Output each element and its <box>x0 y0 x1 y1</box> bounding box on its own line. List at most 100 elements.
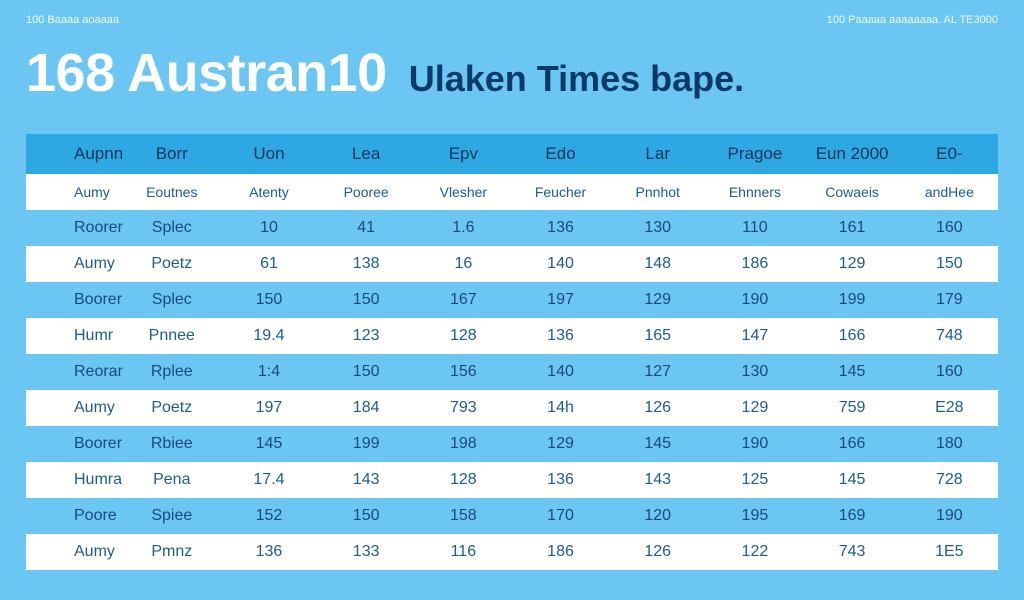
table-cell: 140 <box>547 255 574 272</box>
table-row: Aumy Poetz 197 184 793 14h 126 129 759 E28 <box>26 390 998 426</box>
table-cell: 166 <box>838 327 866 344</box>
table-cell: 136 <box>547 471 574 488</box>
column-header: Borr <box>155 144 188 163</box>
table-cell: 198 <box>449 435 477 452</box>
table-cell: 136 <box>547 219 574 236</box>
table-cell: 129 <box>838 255 866 272</box>
header-row: Aupnn Borr Uon Lea Epv Edo Lar Pragoe Eun 2000 E0… <box>26 134 998 174</box>
table-cell: 128 <box>449 327 477 344</box>
table-cell: 190 <box>741 291 769 308</box>
table-cell: 125 <box>741 471 769 488</box>
table-cell: Splec <box>151 219 192 236</box>
table-cell: 743 <box>838 543 866 560</box>
table-row: Aumy Poetz 61 138 16 140 148 186 129 150 <box>26 246 998 282</box>
table-cell: 133 <box>352 543 380 560</box>
table-cell: Pnnee <box>148 327 195 344</box>
table-cell: 166 <box>838 435 866 452</box>
column-header: Edo <box>545 144 576 163</box>
table-row: Roorer Splec 10 41 1.6 136 130 110 161 160 <box>26 210 998 246</box>
table-cell: Splec <box>151 291 192 308</box>
table-cell: 197 <box>255 399 283 416</box>
table-cell: 122 <box>741 543 769 560</box>
column-header: Uon <box>253 144 285 163</box>
table-cell: 19.4 <box>253 327 285 344</box>
data-table: Aupnn Borr Uon Lea Epv Edo Lar Pragoe Eun 2000 E0… <box>26 134 998 570</box>
table-cell: 161 <box>838 219 866 236</box>
table-cell: Humra <box>74 471 123 488</box>
table-cell: 197 <box>547 291 574 308</box>
table-cell: andHee <box>924 184 974 200</box>
table-cell: 143 <box>644 471 672 488</box>
table-cell: 759 <box>838 399 866 416</box>
table-cell: Poore <box>74 507 117 524</box>
table-cell: 150 <box>352 507 380 524</box>
table-cell: 17.4 <box>253 471 285 488</box>
table-cell: 179 <box>935 291 963 308</box>
table-body: Aumy Eoutnes Atenty Pooree Vlesher Feucher Pnn… <box>26 174 998 570</box>
table-row: Reoran Rplee 1:4 150 156 140 127 130 145 160 <box>26 354 998 390</box>
table-cell: 728 <box>935 471 963 488</box>
table-cell: 150 <box>352 291 380 308</box>
table-row: Boorer Rbiee 145 199 198 129 145 190 166 180 <box>26 426 998 462</box>
table-cell: 61 <box>260 255 278 272</box>
column-header: Aupnn <box>74 144 124 163</box>
table-cell: 116 <box>450 543 477 560</box>
table-cell: Pena <box>153 471 191 488</box>
table-row: Humr Pnnee 19.4 123 128 136 165 147 166 748 <box>26 318 998 354</box>
table-cell: 136 <box>255 543 283 560</box>
table-cell: 160 <box>935 363 963 380</box>
table-cell: 150 <box>352 363 380 380</box>
table-cell: Humr <box>74 327 114 344</box>
data-table-container: Aupnn Borr Uon Lea Epv Edo Lar Pragoe Eun 2000 E0… <box>26 134 998 570</box>
table-cell: 123 <box>352 327 380 344</box>
table-cell: 147 <box>741 327 769 344</box>
table-cell: 145 <box>255 435 283 452</box>
table-cell: 186 <box>741 255 769 272</box>
table-cell: 129 <box>547 435 574 452</box>
table-row: Boorer Splec 150 150 167 197 129 190 199 179 <box>26 282 998 318</box>
table-cell: 184 <box>352 399 380 416</box>
table-cell: Pmnz <box>151 543 193 560</box>
table-cell: 129 <box>644 291 672 308</box>
table-cell: 110 <box>742 219 768 236</box>
table-cell: 145 <box>838 471 866 488</box>
table-cell: Aumy <box>74 184 110 200</box>
table-cell: 748 <box>935 327 963 344</box>
table-cell: 199 <box>352 435 380 452</box>
table-cell: 190 <box>935 507 963 524</box>
table-cell: 140 <box>547 363 574 380</box>
table-cell: 1:4 <box>257 363 281 380</box>
table-cell: 150 <box>255 291 283 308</box>
page-subtitle: Ulaken Times bape. <box>408 58 745 99</box>
table-row: Aumy Pmnz 136 133 116 186 126 122 743 1E5 <box>26 534 998 570</box>
table-cell: 145 <box>838 363 866 380</box>
table-cell: E28 <box>935 399 964 416</box>
table-cell: 165 <box>644 327 672 344</box>
column-header: Pragoe <box>727 144 783 163</box>
table-row: Poore Spiee 152 150 158 170 120 195 169 190 <box>26 498 998 534</box>
table-cell: 128 <box>449 471 477 488</box>
table-header: Aupnn Borr Uon Lea Epv Edo Lar Pragoe Eun 2000 E0… <box>26 134 998 174</box>
table-cell: 127 <box>644 363 672 380</box>
table-cell: 16 <box>454 255 473 272</box>
table-cell: 126 <box>644 399 672 416</box>
table-cell: 41 <box>357 219 376 236</box>
top-meta-bar: 100 Baaaa aoaaaa 100 Paaaaa aaaaaaaa. AL… <box>26 14 998 26</box>
title-row: 168 Austran10 Ulaken Times bape. <box>26 42 998 104</box>
column-header: Epv <box>448 144 478 163</box>
table-cell: 1.6 <box>452 219 475 236</box>
table-cell: 138 <box>352 255 380 272</box>
table-cell: 160 <box>935 219 963 236</box>
column-header: Lea <box>351 144 381 163</box>
table-cell: 145 <box>644 435 672 452</box>
table-cell: 130 <box>741 363 769 380</box>
table-cell: Feucher <box>534 184 587 200</box>
table-cell: Eoutnes <box>146 184 198 200</box>
column-header: Lar <box>645 144 670 163</box>
table-cell: 180 <box>935 435 963 452</box>
table-cell: Pooree <box>343 184 389 200</box>
table-cell: Spiee <box>151 507 193 524</box>
table-cell: 170 <box>547 507 574 524</box>
table-cell: Rplee <box>150 363 193 380</box>
table-cell: Boorer <box>74 435 123 452</box>
